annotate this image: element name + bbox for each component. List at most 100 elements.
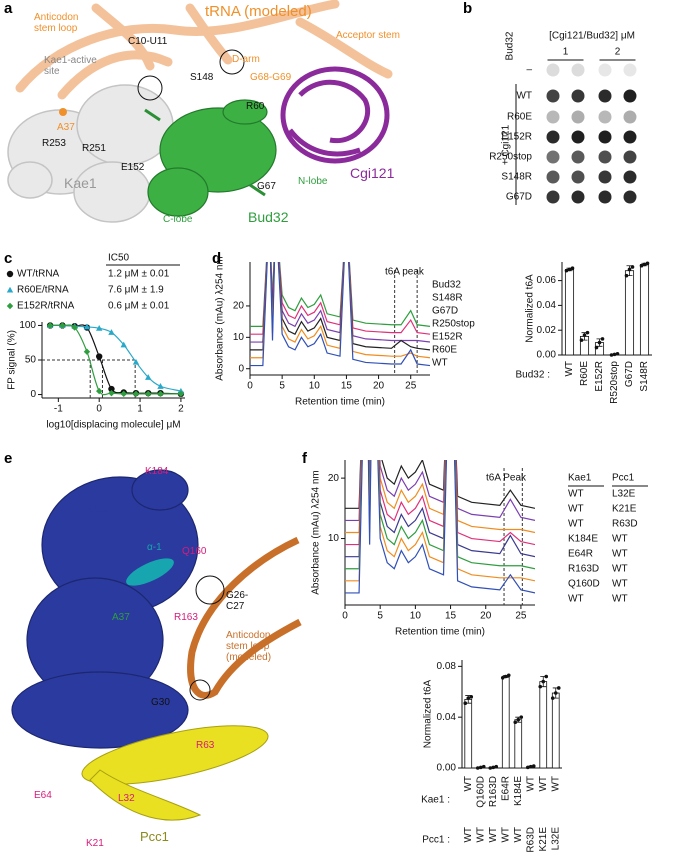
- replicate-point: [463, 701, 468, 705]
- x-tick-label: R63D: [525, 827, 536, 853]
- data-point: [96, 325, 103, 331]
- x-tick-label: K21E: [538, 827, 549, 852]
- legend-label: Q160D: [568, 579, 600, 590]
- x-tick-label: WT: [525, 776, 536, 792]
- legend-label: K184E: [568, 534, 598, 545]
- replicate-point: [506, 673, 511, 678]
- replicate-point: [544, 674, 549, 679]
- y-tick-label: 20: [233, 301, 245, 312]
- replicate-point: [639, 263, 644, 268]
- row-label: R250stop: [489, 152, 532, 163]
- panel-label: f: [302, 450, 307, 467]
- data-point: [145, 374, 152, 380]
- legend-label: E64R: [568, 549, 593, 560]
- x-tick-label: 10: [309, 381, 321, 392]
- structure-label: R251: [82, 143, 106, 154]
- blot-dot: [571, 190, 585, 204]
- structure-label: L32: [118, 793, 135, 804]
- x-tick-label: 20: [480, 611, 492, 622]
- data-point: [120, 390, 127, 398]
- structure-label: E152: [121, 162, 145, 173]
- side-label: + Cgi121: [501, 124, 512, 165]
- replicate-point: [550, 696, 555, 700]
- legend-header: Pcc1: [612, 473, 635, 484]
- row-label: R60E: [507, 112, 532, 123]
- x-tick-label: 25: [405, 381, 417, 392]
- x-tick-label: 1: [137, 404, 143, 415]
- replicate-point: [585, 330, 590, 335]
- replicate-point: [630, 265, 635, 269]
- replicate-point: [481, 764, 486, 769]
- legend-marker: [6, 286, 14, 293]
- data-line: [345, 460, 535, 594]
- legend-label: WT: [612, 549, 628, 560]
- blot-dot: [571, 130, 585, 144]
- structure-e: [11, 469, 302, 821]
- blot-dot: [571, 150, 585, 164]
- replicate-point: [582, 333, 587, 337]
- structure-label: K184: [145, 466, 169, 477]
- y-tick-label: 10: [328, 533, 340, 544]
- data-line: [250, 262, 430, 359]
- x-tick-label: Q160D: [475, 776, 486, 808]
- structure-label: A37: [112, 612, 130, 623]
- bar: [624, 270, 635, 356]
- blot-dot: [598, 190, 612, 204]
- replicate-point: [600, 337, 605, 341]
- data-line: [345, 460, 535, 534]
- structure-label: D-arm: [232, 54, 260, 65]
- replicate-point: [525, 765, 530, 770]
- blot-dot: [623, 130, 637, 144]
- blot-dot: [546, 150, 560, 164]
- y-tick-label: 0.08: [437, 661, 457, 672]
- y-tick-label: 0.00: [537, 350, 557, 361]
- legend-label: WT: [612, 579, 628, 590]
- blot-dot: [546, 89, 560, 103]
- blot-dot: [546, 63, 560, 77]
- y-tick-label: 0: [30, 389, 36, 400]
- structure-label: G67: [257, 181, 276, 192]
- replicate-point: [516, 717, 521, 722]
- y-tick-label: 0.02: [537, 325, 557, 336]
- bar: [639, 264, 650, 356]
- x-tick-label: 25: [515, 611, 527, 622]
- x-tick-label: S148R: [639, 361, 650, 392]
- data-line: [345, 460, 535, 546]
- x-tick-label: 10: [410, 611, 422, 622]
- data-point: [132, 358, 140, 365]
- y-tick-label: 0.00: [437, 763, 457, 774]
- data-line: [250, 262, 430, 335]
- blot-dot: [623, 150, 637, 164]
- replicate-point: [491, 765, 496, 770]
- y-tick-label: 20: [328, 473, 340, 484]
- legend-label: WT: [568, 504, 584, 515]
- legend-label: WT: [568, 594, 584, 605]
- x-tick-label: R163D: [488, 776, 499, 807]
- panel-label: a: [4, 0, 13, 17]
- peak-annotation: t6A Peak: [486, 473, 527, 484]
- structure-label: Kae1: [84, 499, 117, 515]
- x-tick-label: WT: [475, 827, 486, 843]
- structure-label: R63: [196, 740, 215, 751]
- y-axis-title: Absorbance (mAu) λ254 nm: [215, 256, 226, 381]
- x-tick-label: 20: [373, 381, 385, 392]
- replicate-point: [541, 679, 546, 684]
- x-tick-label: K184E: [513, 776, 524, 806]
- structure-label: G30: [151, 697, 170, 708]
- data-point: [132, 390, 140, 398]
- data-point: [59, 322, 66, 329]
- data-point: [83, 348, 91, 355]
- data-point: [71, 324, 78, 331]
- blot-dot: [598, 150, 612, 164]
- structure-label: R163: [174, 612, 198, 623]
- legend-ic50: 0.6 μM ± 0.01: [108, 301, 170, 312]
- data-point: [108, 385, 115, 393]
- legend-label: S148R: [432, 293, 463, 304]
- data-point: [46, 322, 54, 329]
- y-tick-label: 0.04: [537, 300, 557, 311]
- replicate-point: [519, 715, 524, 719]
- y-tick-label: 100: [19, 320, 36, 331]
- blot-dot: [598, 89, 612, 103]
- legend-label: R250stop: [432, 319, 475, 330]
